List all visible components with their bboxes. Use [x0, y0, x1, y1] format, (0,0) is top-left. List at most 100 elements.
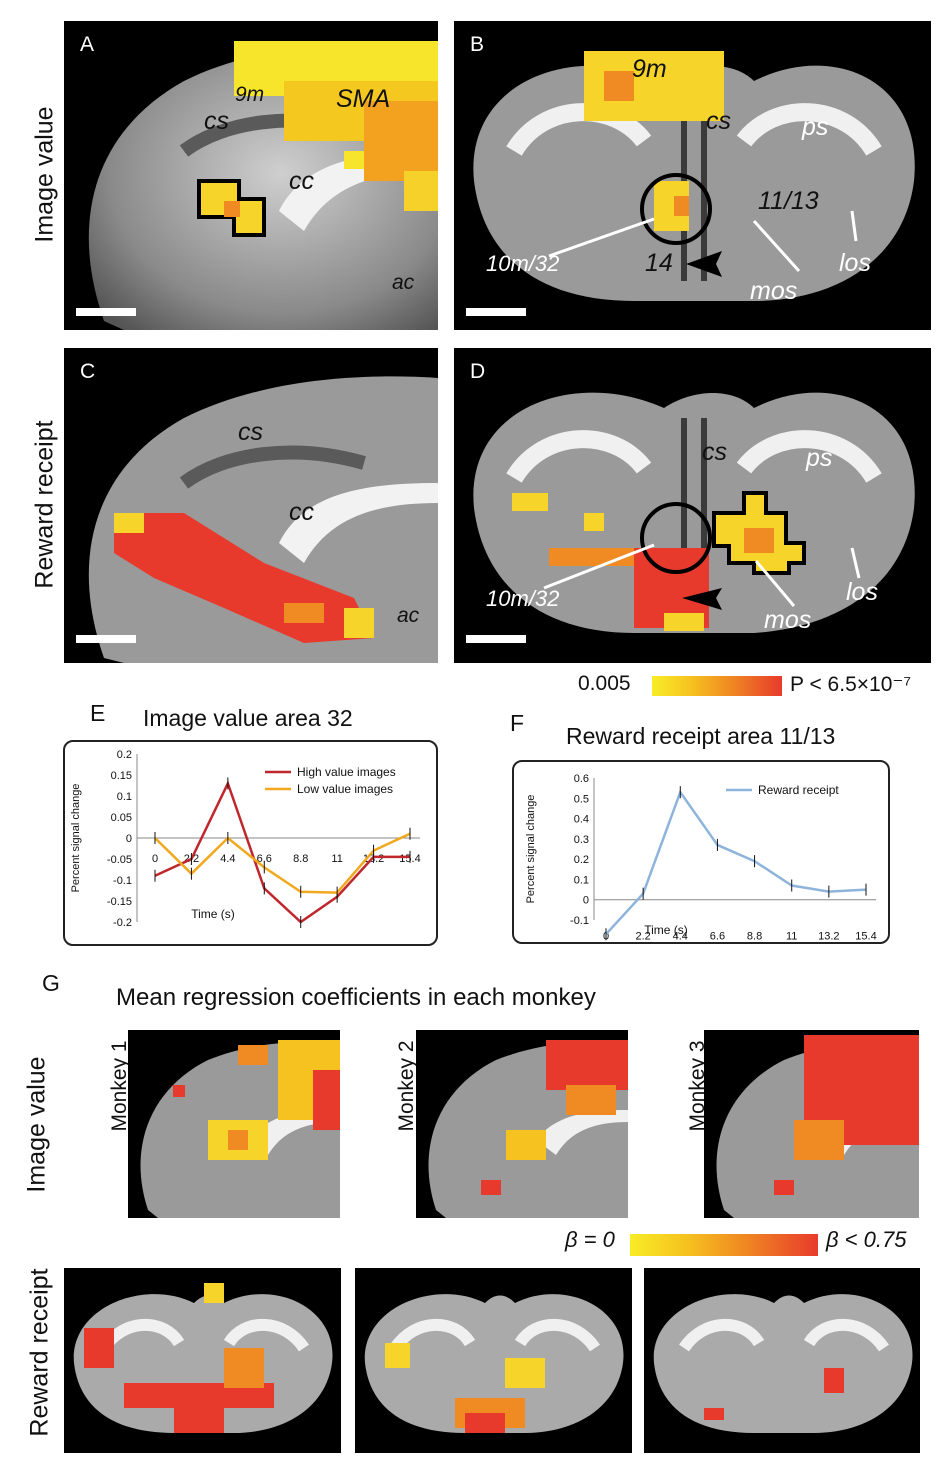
beta-low-label: β = 0	[565, 1227, 615, 1252]
y-tick-label: 0.1	[117, 791, 132, 803]
panel-e-title: Image value area 32	[143, 705, 353, 731]
scale-bar	[76, 308, 136, 316]
x-tick-label: 13.2	[818, 931, 839, 942]
colorbar-high-label: P < 6.5×10⁻⁷	[790, 673, 912, 696]
scale-bar	[466, 635, 526, 643]
x-tick-label: 8.8	[293, 853, 308, 865]
p-value-colorbar	[652, 676, 782, 696]
y-tick-label: -0.1	[570, 915, 589, 927]
beta-colorbar	[630, 1234, 818, 1256]
y-tick-label: 0	[126, 833, 132, 845]
y-axis-label: Percent signal change	[525, 795, 537, 904]
brain-thumbnail	[73, 1283, 333, 1433]
monkey-1-sagittal	[128, 1030, 340, 1218]
y-tick-label: 0.6	[574, 773, 589, 785]
label-ps: ps	[802, 113, 829, 141]
x-axis-label: Time (s)	[191, 907, 235, 921]
y-tick-label: 0.15	[111, 770, 132, 782]
legend-label: High value images	[297, 765, 396, 779]
legend-label: Low value images	[297, 782, 393, 796]
label-los: los	[846, 578, 878, 606]
panel-c-letter: C	[80, 360, 96, 383]
panel-f-title: Reward receipt area 11/13	[566, 723, 836, 749]
label-cs: cs	[238, 418, 263, 446]
y-axis-label: Percent signal change	[70, 784, 82, 893]
y-tick-label: 0.2	[574, 854, 589, 866]
panel-a-brain-graphic	[88, 41, 438, 330]
panel-c-brain-graphic	[88, 376, 438, 663]
monkey-2-sagittal	[416, 1030, 628, 1218]
y-tick-label: 0.05	[111, 812, 132, 824]
monkey-2-coronal	[355, 1268, 632, 1453]
label-10m-32: 10m/32	[486, 586, 560, 611]
y-tick-label: 0.5	[574, 793, 589, 805]
label-11-13: 11/13	[758, 187, 819, 215]
y-tick-label: 0	[583, 895, 589, 907]
brain-thumbnail	[428, 1040, 628, 1218]
label-cc: cc	[289, 167, 314, 195]
row-label-reward-receipt: Reward receipt	[30, 420, 59, 589]
panel-c-sagittal-image: C cs cc ac	[64, 348, 438, 663]
x-tick-label: 2.2	[635, 931, 650, 942]
x-tick-label: 8.8	[747, 931, 762, 942]
brain-thumbnail	[364, 1294, 624, 1433]
y-tick-label: 0.1	[574, 874, 589, 886]
series-line	[154, 832, 411, 894]
colorbar-low-label: 0.005	[578, 672, 631, 695]
label-9m: 9m	[632, 55, 667, 83]
y-tick-label: 0.2	[117, 749, 132, 761]
x-tick-label: 11	[786, 931, 797, 942]
y-tick-label: 0.3	[574, 834, 589, 846]
legend-label: Reward receipt	[758, 783, 839, 797]
panel-e-chart-box: 0.2 0.15 0.1 0.05 0 -0.05 -0.1 -0.15 -0.2 0 2.2 4.4…	[63, 740, 438, 946]
panel-b-coronal-image: B 9m cs ps 11/13 los 10m/32 14 mos	[454, 21, 931, 330]
label-sma: SMA	[336, 85, 391, 113]
brain-thumbnail	[653, 1294, 913, 1433]
series-line	[605, 789, 867, 936]
panel-d-brain-graphic	[473, 392, 915, 633]
x-tick-label: 11	[331, 853, 342, 865]
label-mos: mos	[750, 277, 798, 305]
beta-high-label: β < 0.75	[826, 1227, 907, 1252]
panel-f-chart-box: 0.60.50.40.30.20.10-0.102.24.46.68.81113…	[512, 760, 890, 944]
panel-f-letter: F	[510, 710, 525, 736]
panel-b-letter: B	[470, 33, 485, 56]
x-tick-label: 6.6	[257, 853, 272, 865]
row-label-reward-receipt-g: Reward receipt	[25, 1268, 54, 1437]
y-tick-label: -0.1	[113, 875, 132, 887]
x-tick-label: 4.4	[220, 853, 235, 865]
label-cs: cs	[204, 107, 229, 135]
brain-thumbnail	[716, 1035, 919, 1218]
label-los: los	[839, 249, 871, 277]
y-tick-label: -0.2	[113, 917, 132, 929]
y-tick-label: -0.05	[107, 854, 132, 866]
row-label-image-value: Image value	[30, 106, 59, 243]
label-9m: 9m	[235, 83, 265, 106]
reward-receipt-chart: 0.60.50.40.30.20.10-0.102.24.46.68.81113…	[525, 773, 877, 943]
row-label-image-value-g: Image value	[22, 1056, 51, 1193]
x-tick-label: 15.4	[855, 931, 876, 942]
panel-b-brain-graphic	[473, 51, 915, 301]
y-tick-label: 0.4	[574, 814, 589, 826]
monkey-3-sagittal	[704, 1030, 919, 1218]
label-14: 14	[645, 249, 673, 277]
x-tick-label: 4.4	[673, 931, 688, 942]
y-tick-label: -0.15	[107, 896, 132, 908]
panel-a-letter: A	[80, 33, 95, 56]
image-value-chart: 0.20.150.10.050-0.05-0.1-0.15-0.20 2.2 4.4…	[70, 749, 421, 929]
monkey-1-coronal	[64, 1268, 341, 1453]
label-cs: cs	[702, 438, 727, 466]
label-cc: cc	[289, 498, 314, 526]
panel-d-letter: D	[470, 360, 486, 383]
x-tick-label: 0	[152, 853, 158, 865]
panel-e-letter: E	[90, 700, 106, 726]
series-line	[154, 780, 410, 924]
label-ac: ac	[392, 271, 415, 294]
panel-a-sagittal-image: A 9m SMA cs cc ac	[64, 21, 438, 330]
monkey-3-coronal	[644, 1268, 920, 1453]
x-tick-label: 6.6	[710, 931, 725, 942]
scale-bar	[76, 635, 136, 643]
brain-thumbnail	[140, 1040, 340, 1218]
panel-d-coronal-image: D cs ps 10m/32 mos los	[454, 348, 931, 663]
panel-g-letter: G	[42, 970, 60, 996]
